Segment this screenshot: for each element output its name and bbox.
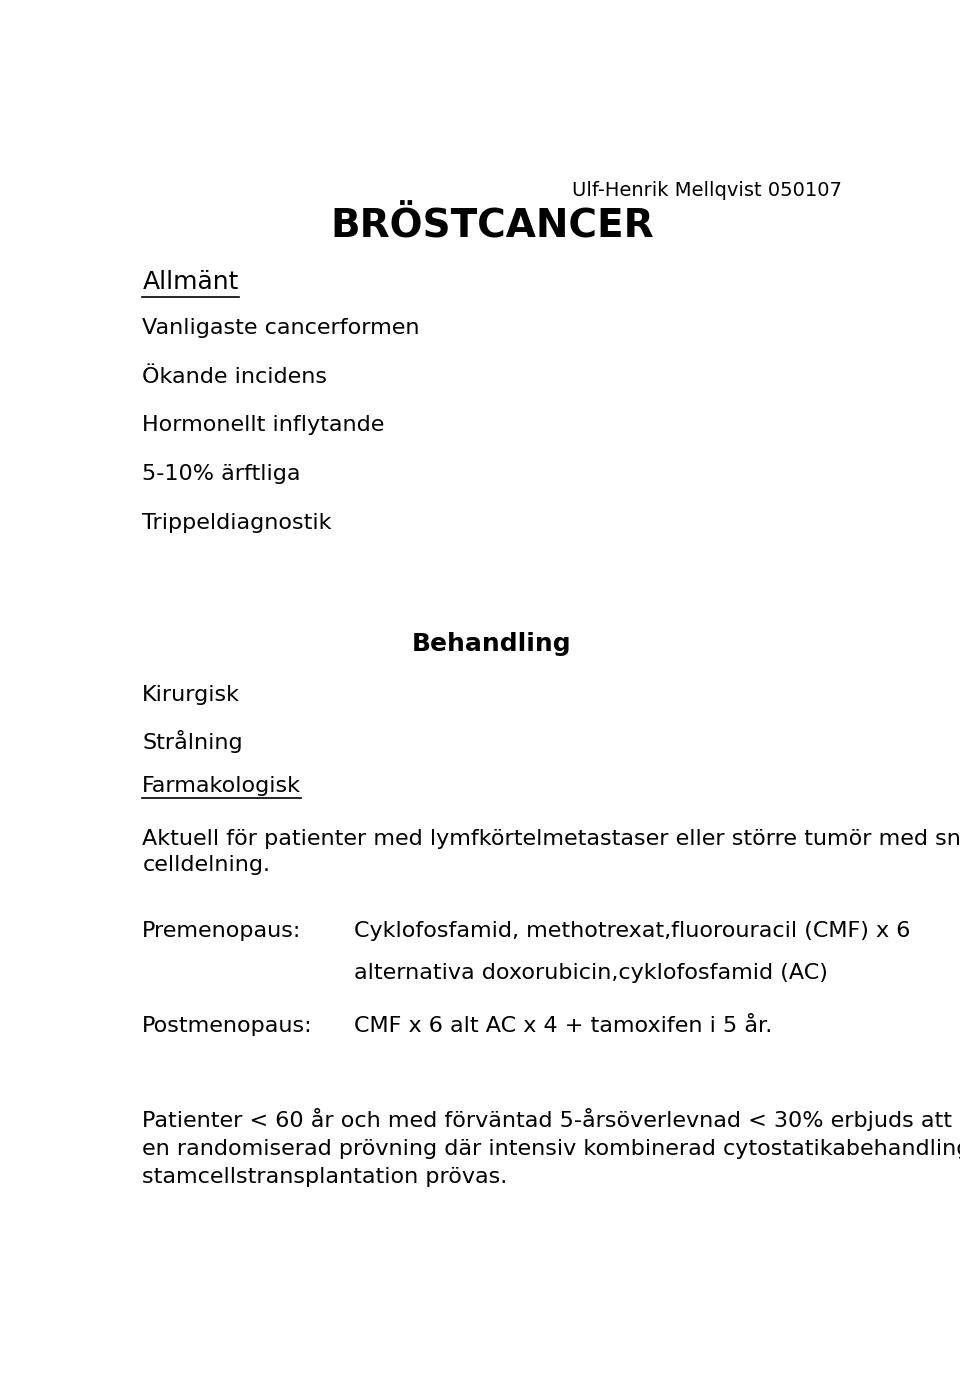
Text: BRÖSTCANCER: BRÖSTCANCER <box>330 207 654 244</box>
Text: CMF x 6 alt AC x 4 + tamoxifen i 5 år.: CMF x 6 alt AC x 4 + tamoxifen i 5 år. <box>354 1016 773 1035</box>
Text: Farmakologisk: Farmakologisk <box>142 776 301 796</box>
Text: Vanligaste cancerformen: Vanligaste cancerformen <box>142 319 420 338</box>
Text: Ulf-Henrik Mellqvist 050107: Ulf-Henrik Mellqvist 050107 <box>572 181 842 199</box>
Text: Kirurgisk: Kirurgisk <box>142 685 240 704</box>
Text: Strålning: Strålning <box>142 730 243 754</box>
Text: Patienter < 60 år och med förväntad 5-årsöverlevnad < 30% erbjuds att deltaga i
: Patienter < 60 år och med förväntad 5-år… <box>142 1108 960 1186</box>
Text: Ökande incidens: Ökande incidens <box>142 367 327 387</box>
Text: Postmenopaus:: Postmenopaus: <box>142 1016 313 1035</box>
Text: Behandling: Behandling <box>412 632 572 656</box>
Text: 5-10% ärftliga: 5-10% ärftliga <box>142 464 300 483</box>
Text: Cyklofosfamid, methotrexat,fluorouracil (CMF) x 6: Cyklofosfamid, methotrexat,fluorouracil … <box>354 921 911 941</box>
Text: alternativa doxorubicin,cyklofosfamid (AC): alternativa doxorubicin,cyklofosfamid (A… <box>354 962 828 983</box>
Text: Trippeldiagnostik: Trippeldiagnostik <box>142 512 332 533</box>
Text: Hormonellt inflytande: Hormonellt inflytande <box>142 415 385 435</box>
Text: Aktuell för patienter med lymfkörtelmetastaser eller större tumör med snabb
cell: Aktuell för patienter med lymfkörtelmeta… <box>142 829 960 875</box>
Text: Allmänt: Allmänt <box>142 270 239 294</box>
Text: Premenopaus:: Premenopaus: <box>142 921 301 941</box>
